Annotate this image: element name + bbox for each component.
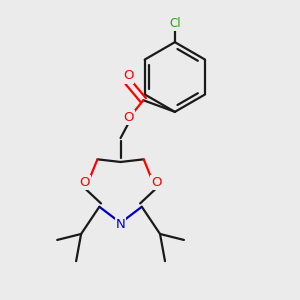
Text: Cl: Cl — [169, 17, 181, 30]
Text: O: O — [124, 111, 134, 124]
Text: O: O — [123, 70, 133, 83]
Text: O: O — [151, 176, 162, 189]
Text: O: O — [80, 176, 90, 189]
Text: N: N — [116, 218, 125, 231]
